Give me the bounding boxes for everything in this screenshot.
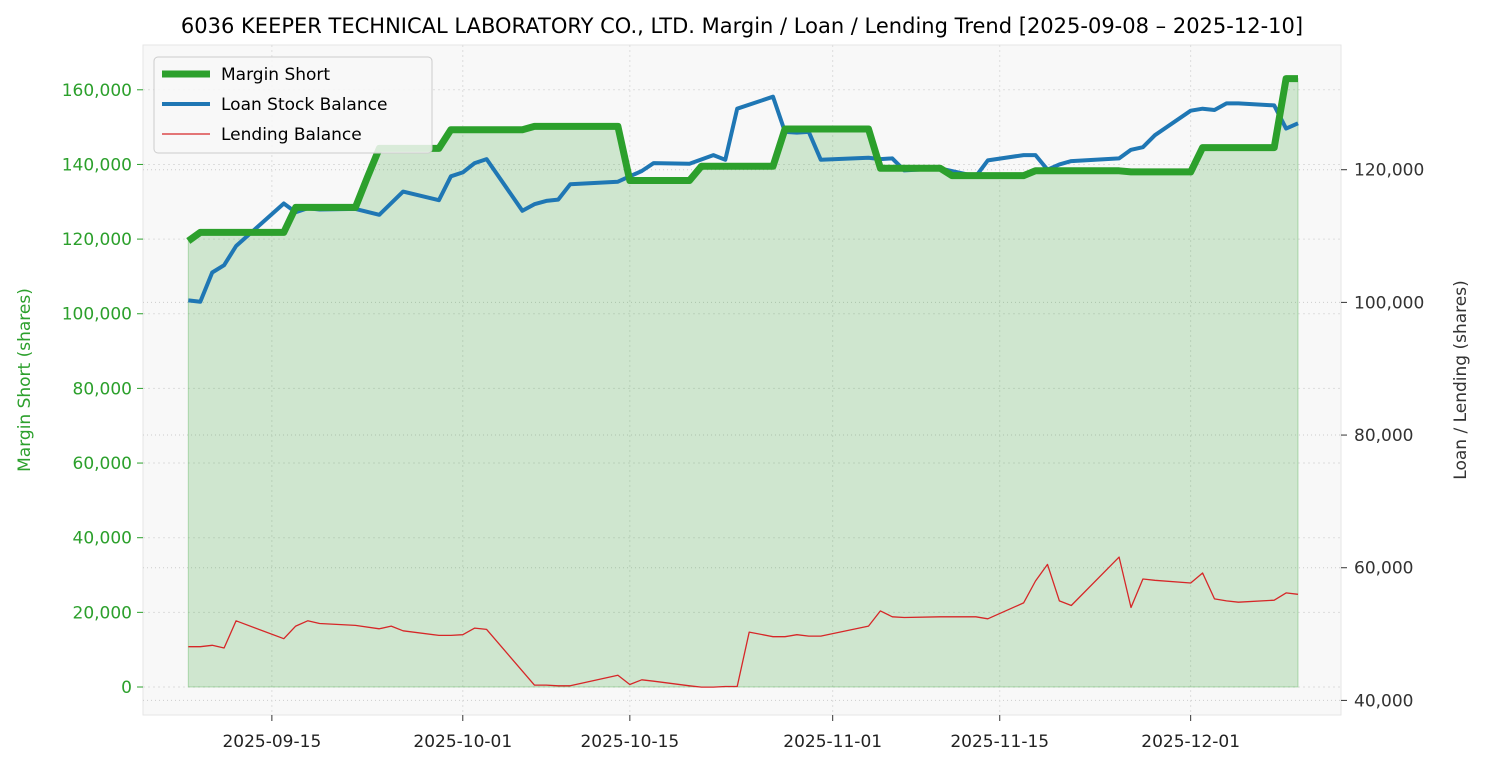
left-axis: 0 20,000 40,000 60,000 80,000 100,000 120,000 1… (62, 81, 143, 698)
legend-label-loan-stock-balance: Loan Stock Balance (221, 95, 387, 115)
plot-area (142, 44, 1342, 716)
x-tick-label: 2025-11-15 (950, 732, 1049, 752)
right-tick-label: 120,000 (1354, 161, 1424, 181)
left-tick-label: 20,000 (73, 603, 132, 623)
legend-label-lending-balance: Lending Balance (221, 125, 362, 145)
x-tick-label: 2025-09-15 (222, 732, 321, 752)
legend-label-margin-short: Margin Short (221, 65, 330, 85)
lending-balance-line (188, 556, 1299, 688)
left-tick-label: 0 (121, 678, 132, 698)
right-axis: 40,000 60,000 80,000 100,000 120,000 (1341, 161, 1424, 711)
left-tick-label: 160,000 (62, 81, 132, 101)
x-tick-label: 2025-10-15 (580, 732, 679, 752)
loan-stock-balance-line (188, 94, 1299, 304)
legend-box (153, 56, 433, 154)
chart-title: 6036 KEEPER TECHNICAL LABORATORY CO., LT… (181, 14, 1303, 38)
x-tick-label: 2025-10-01 (413, 732, 512, 752)
legend: Margin Short Loan Stock Balance Lending … (153, 56, 433, 154)
right-tick-label: 80,000 (1354, 426, 1413, 446)
series-lines-layer (186, 75, 1299, 688)
right-tick-label: 40,000 (1354, 691, 1413, 711)
left-tick-label: 140,000 (62, 155, 132, 175)
x-tick-label: 2025-11-01 (783, 732, 882, 752)
left-tick-label: 100,000 (62, 305, 132, 325)
right-tick-label: 60,000 (1354, 559, 1413, 579)
left-tick-label: 120,000 (62, 230, 132, 250)
right-axis-label: Loan / Lending (shares) (1451, 280, 1471, 479)
left-tick-label: 60,000 (73, 454, 132, 474)
left-tick-label: 80,000 (73, 379, 132, 399)
left-axis-label: Margin Short (shares) (15, 288, 35, 472)
x-axis: 2025-09-15 2025-10-01 2025-10-15 2025-11-01… (222, 715, 1240, 752)
left-tick-label: 40,000 (73, 529, 132, 549)
x-tick-label: 2025-12-01 (1141, 732, 1240, 752)
right-tick-label: 100,000 (1354, 293, 1424, 313)
margin-short-line (186, 75, 1298, 244)
